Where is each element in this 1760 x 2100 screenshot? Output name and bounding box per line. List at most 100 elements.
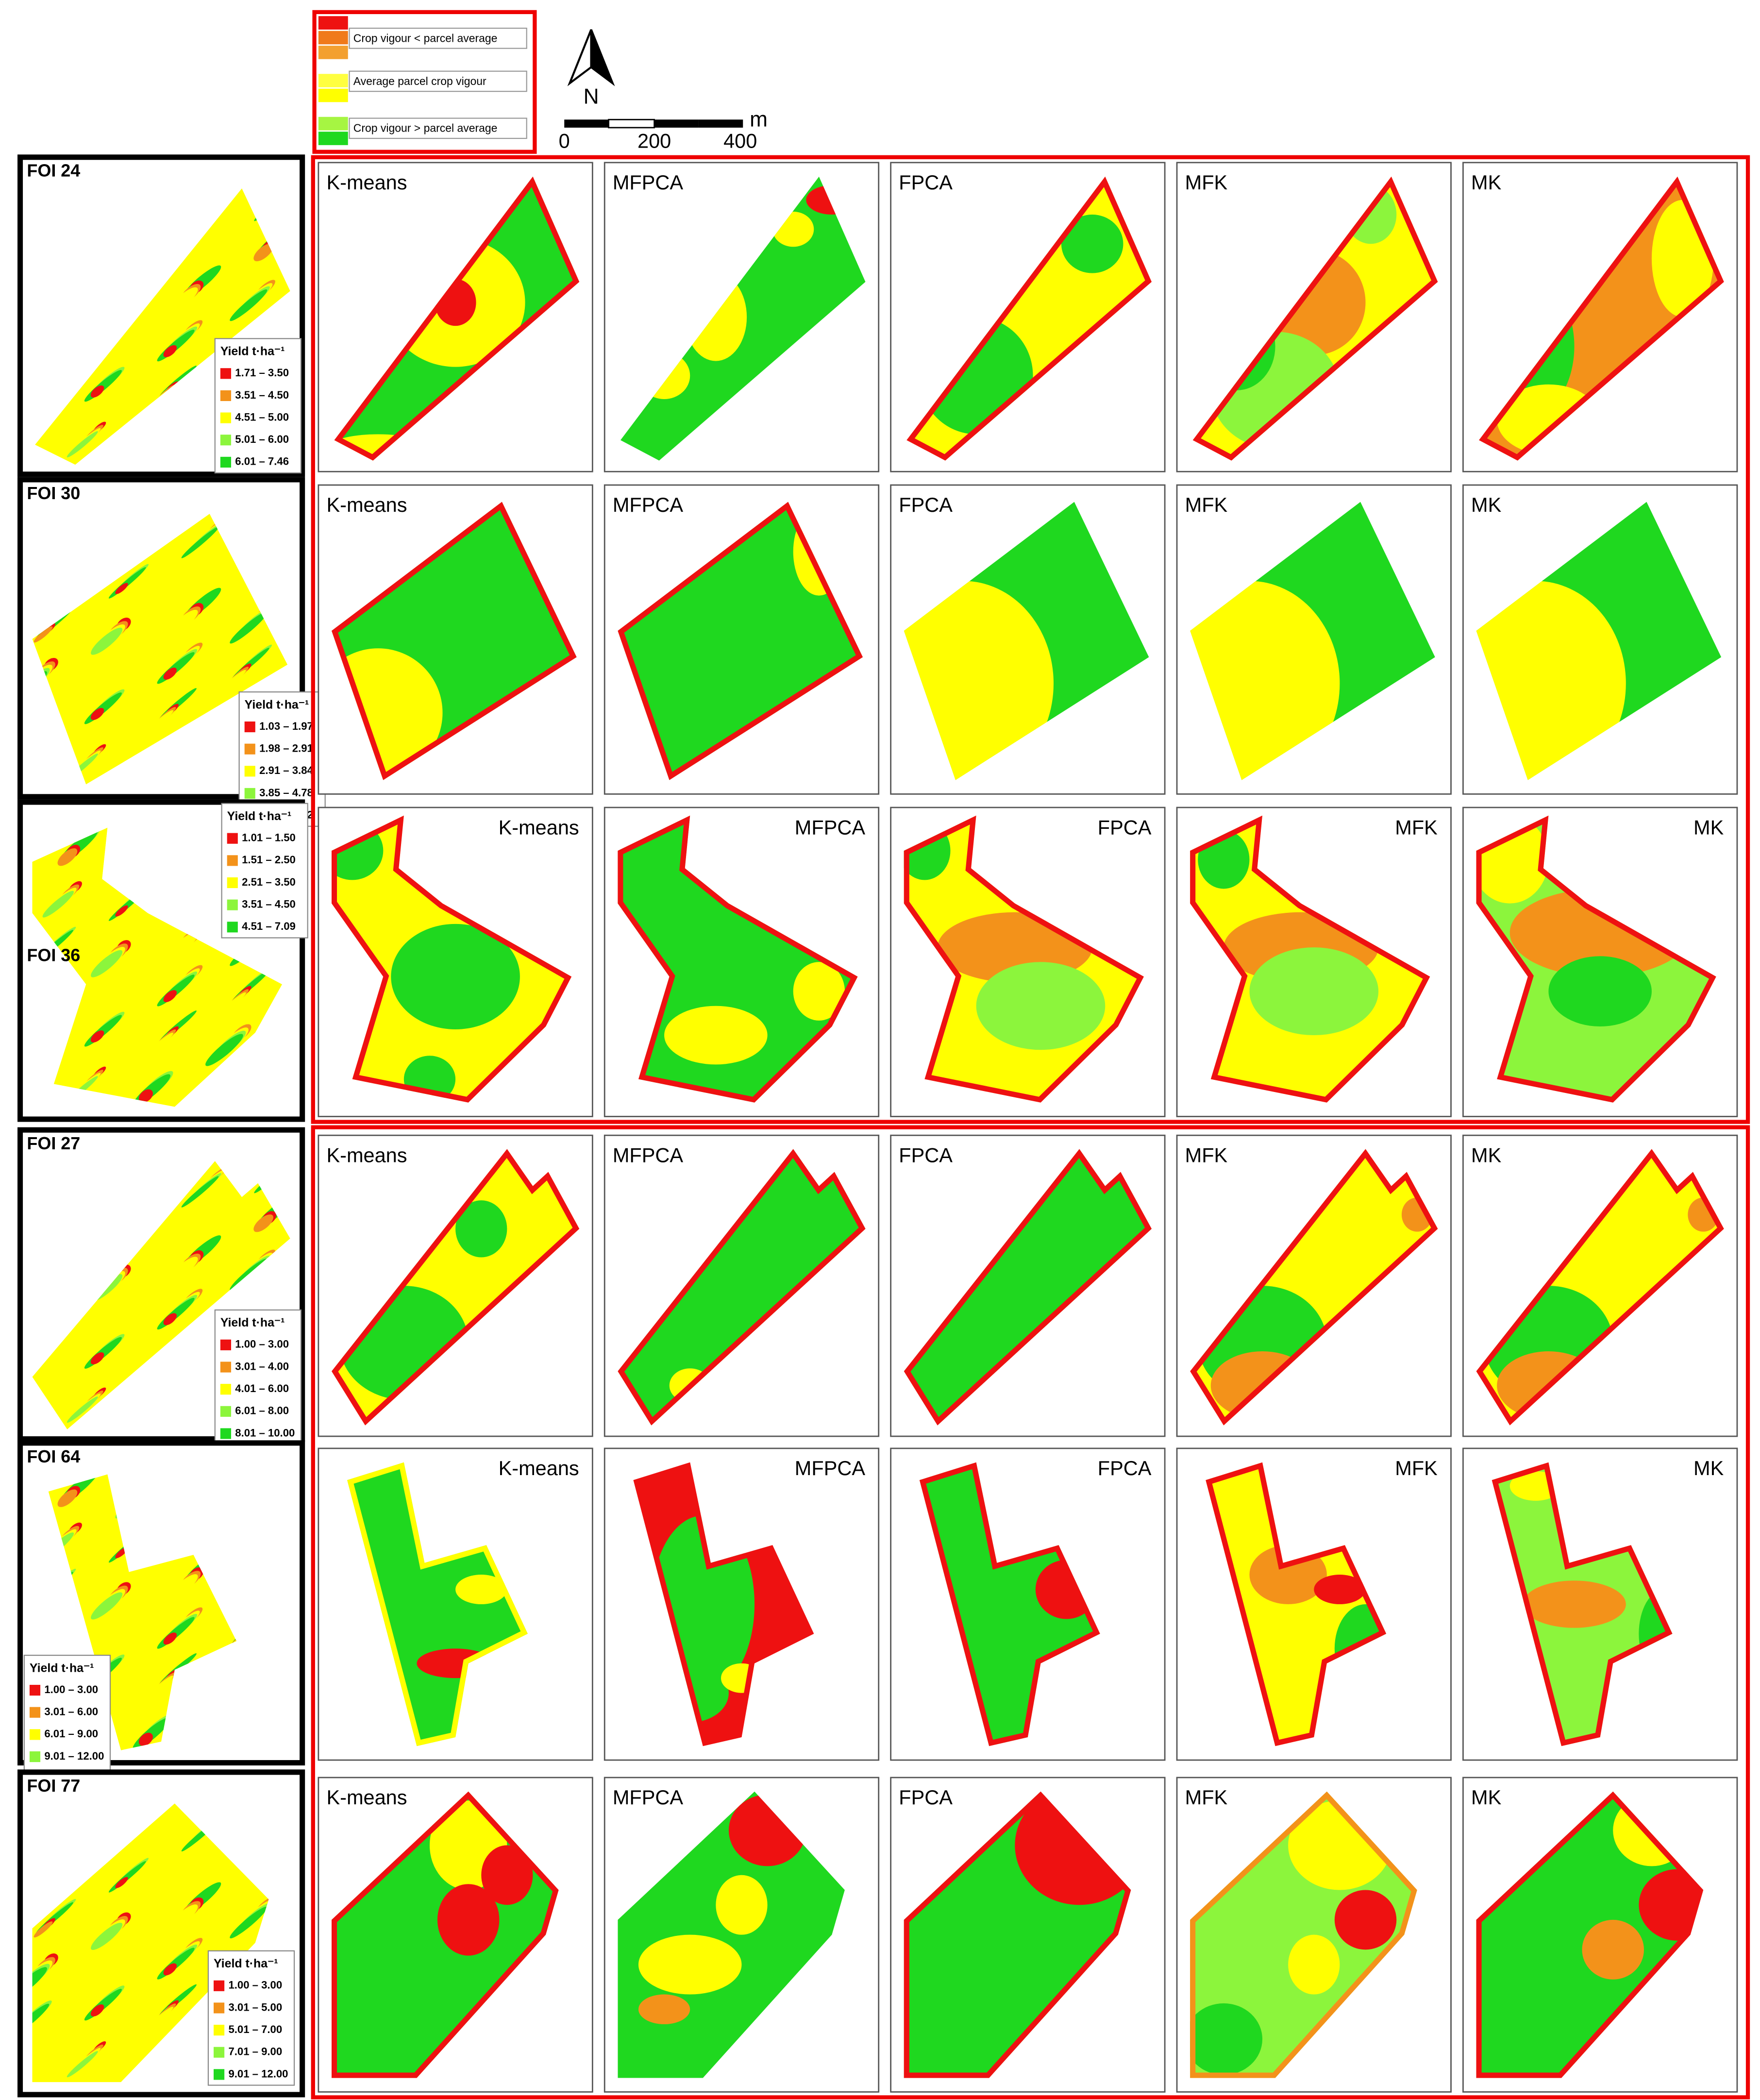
zone [1190, 2003, 1263, 2075]
field-edge [1476, 1791, 1704, 2078]
yield-patch [138, 1732, 153, 1746]
zone [455, 1575, 507, 1604]
method-label: MFPCA [613, 1786, 684, 1809]
yield-class: 3.85 – 4.78 [259, 787, 313, 799]
yield-patch [163, 345, 177, 357]
yield-patch [163, 1632, 177, 1645]
method-label: FPCA [899, 171, 953, 194]
yield-patch [148, 710, 173, 732]
yield-class: 1.71 – 3.50 [235, 367, 289, 379]
method-label: MFK [1185, 1786, 1228, 1809]
yield-patch [205, 1034, 243, 1066]
yield-class: 3.51 – 4.50 [235, 389, 289, 401]
yield-class: 1.03 – 1.97 [259, 720, 313, 732]
yield-patch [148, 2006, 173, 2028]
yield-patch [32, 2003, 50, 2036]
method-label: MFPCA [613, 493, 684, 516]
yield-class: 1.01 – 1.50 [242, 832, 296, 844]
legend-swatch [318, 31, 348, 45]
yield-swatch [214, 1980, 225, 1991]
yield-patch [163, 668, 177, 680]
yield-swatch [214, 2069, 225, 2080]
yield-swatch [244, 788, 255, 799]
yield-legend-title: Yield t·ha⁻¹ [30, 1661, 94, 1675]
yield-swatch [214, 2002, 225, 2014]
field-edge [1476, 815, 1716, 1103]
north-label: N [584, 85, 599, 109]
group-frame [311, 155, 1750, 1124]
method-label: MFK [1185, 493, 1228, 516]
yield-patch [230, 289, 268, 321]
legend-text-box [349, 118, 527, 139]
zone [638, 1934, 742, 1995]
yield-patch [172, 287, 198, 310]
method-label: FPCA [899, 493, 953, 516]
yield-patch [91, 950, 123, 977]
north-arrow-right [590, 29, 615, 86]
yield-swatch [220, 1361, 231, 1373]
yield-legend [207, 1950, 295, 2086]
yield-patch [90, 708, 104, 720]
yield-patch [115, 583, 128, 594]
foi-row: FOI 77 Yield t·ha⁻¹ 1.00 – 3.00 3.01 – 5.00… [17, 1769, 1738, 2098]
scale-label: 200 [637, 129, 671, 152]
method-label: MK [1471, 493, 1502, 516]
method-label: K-means [499, 1457, 579, 1479]
method-label: MK [1693, 816, 1724, 839]
method-label: K-means [326, 493, 407, 516]
yield-patch [172, 932, 198, 955]
yield-swatch [220, 1406, 231, 1417]
method-label: MFK [1395, 1457, 1438, 1479]
yield-patch [181, 527, 219, 558]
yield-class: 2.91 – 3.84 [259, 764, 313, 776]
yield-swatch [227, 855, 238, 866]
zone [664, 1006, 768, 1065]
yield-patch [34, 1921, 53, 1938]
legend-swatch [318, 16, 348, 30]
legend-text-box [349, 28, 527, 49]
foi-label: FOI 36 [27, 945, 80, 965]
zone [1582, 1919, 1644, 1980]
field-edge [1476, 1149, 1724, 1426]
field-edge [904, 1149, 1152, 1426]
yield-swatch [220, 368, 231, 379]
method-label: K-means [326, 1786, 407, 1809]
yield-swatch [29, 1684, 41, 1696]
yield-class: 7.01 – 9.00 [228, 2046, 282, 2058]
yield-swatch [214, 2025, 225, 2036]
zone [1523, 1580, 1626, 1628]
yield-patch [34, 626, 53, 643]
yield-patch [91, 1592, 123, 1620]
yield-class: 5.01 – 7.00 [228, 2023, 282, 2035]
field-base [919, 1462, 1100, 1747]
yield-patch [67, 2051, 98, 2078]
yield-patch [91, 1922, 123, 1950]
yield-patch [90, 2004, 104, 2016]
yield-swatch [220, 390, 231, 401]
yield-class: 3.01 – 6.00 [44, 1706, 98, 1718]
yield-legend [214, 1309, 302, 1445]
yield-patch [115, 1877, 128, 1888]
method-label: MK [1471, 1143, 1502, 1166]
legend-item: Crop vigour > parcel average [353, 122, 498, 134]
yield-legend [214, 338, 302, 474]
foi-label: FOI 27 [27, 1133, 80, 1153]
field-edge [1190, 1791, 1417, 2078]
legend-swatch [318, 117, 348, 131]
field-edge [618, 1149, 866, 1426]
method-label: MFPCA [795, 816, 866, 839]
yield-patch [253, 243, 273, 262]
yield-patch [221, 992, 246, 1014]
method-label: MK [1693, 1457, 1724, 1479]
zone [793, 962, 845, 1021]
yield-swatch [220, 1428, 231, 1439]
zone [391, 924, 520, 1029]
zone [638, 1994, 690, 2024]
scale-segment [654, 119, 699, 128]
yield-patch [230, 1906, 268, 1939]
yield-patch [172, 1574, 198, 1597]
method-label: MK [1471, 171, 1502, 194]
yield-swatch [29, 1729, 41, 1740]
field-base [1206, 1462, 1387, 1747]
yield-class: 9.01 – 12.00 [44, 1750, 104, 1762]
